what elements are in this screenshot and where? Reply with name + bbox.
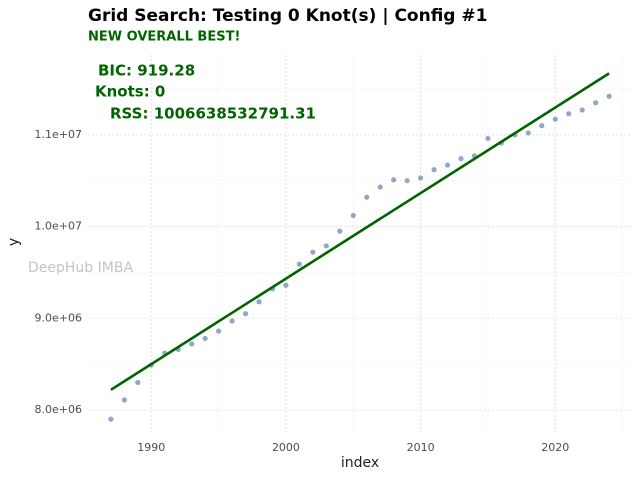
point	[485, 135, 491, 142]
point	[417, 175, 424, 181]
x-tick-label: 1990	[137, 441, 165, 454]
y-axis-label: y	[6, 238, 22, 246]
chart-subtitle: NEW OVERALL BEST!	[88, 30, 240, 45]
point	[121, 397, 127, 403]
point	[189, 341, 195, 347]
point	[606, 93, 612, 99]
y-tick-label: 1.1e+07	[35, 128, 82, 141]
point	[216, 328, 222, 334]
point	[350, 212, 356, 219]
annotation: BIC: 919.28	[98, 62, 195, 80]
point	[283, 282, 289, 288]
point	[444, 162, 451, 168]
fit-line	[110, 72, 610, 391]
y-tick-label: 9.0e+06	[35, 311, 82, 324]
annotation: Knots: 0	[95, 83, 165, 101]
point	[593, 100, 599, 106]
annotation: RSS: 1006638532791.31	[110, 105, 316, 123]
watermark: DeepHub IMBA	[28, 260, 133, 276]
point	[539, 123, 545, 129]
point	[135, 379, 141, 386]
point	[256, 299, 262, 305]
point	[377, 184, 383, 190]
x-tick-label: 2020	[541, 441, 569, 454]
y-tick-label: 1.0e+07	[35, 220, 82, 233]
point	[364, 194, 370, 200]
point	[525, 130, 531, 136]
marks	[108, 72, 612, 422]
x-axis-label: index	[341, 455, 379, 471]
chart-title: Grid Search: Testing 0 Knot(s) | Config …	[88, 6, 487, 26]
grid	[88, 55, 632, 432]
point	[323, 243, 329, 249]
point	[566, 111, 572, 117]
point	[552, 116, 558, 122]
point	[579, 107, 585, 113]
point	[229, 318, 235, 324]
point	[391, 177, 397, 183]
point	[108, 416, 114, 422]
point	[458, 156, 464, 162]
point	[404, 178, 410, 184]
y-tick-label: 8.0e+06	[35, 403, 82, 416]
point	[310, 249, 316, 255]
x-tick-label: 2000	[272, 441, 300, 454]
point	[296, 261, 303, 267]
point	[242, 311, 249, 317]
x-tick-label: 2010	[407, 441, 435, 454]
point	[431, 167, 437, 173]
point	[337, 228, 343, 234]
point	[202, 335, 208, 342]
